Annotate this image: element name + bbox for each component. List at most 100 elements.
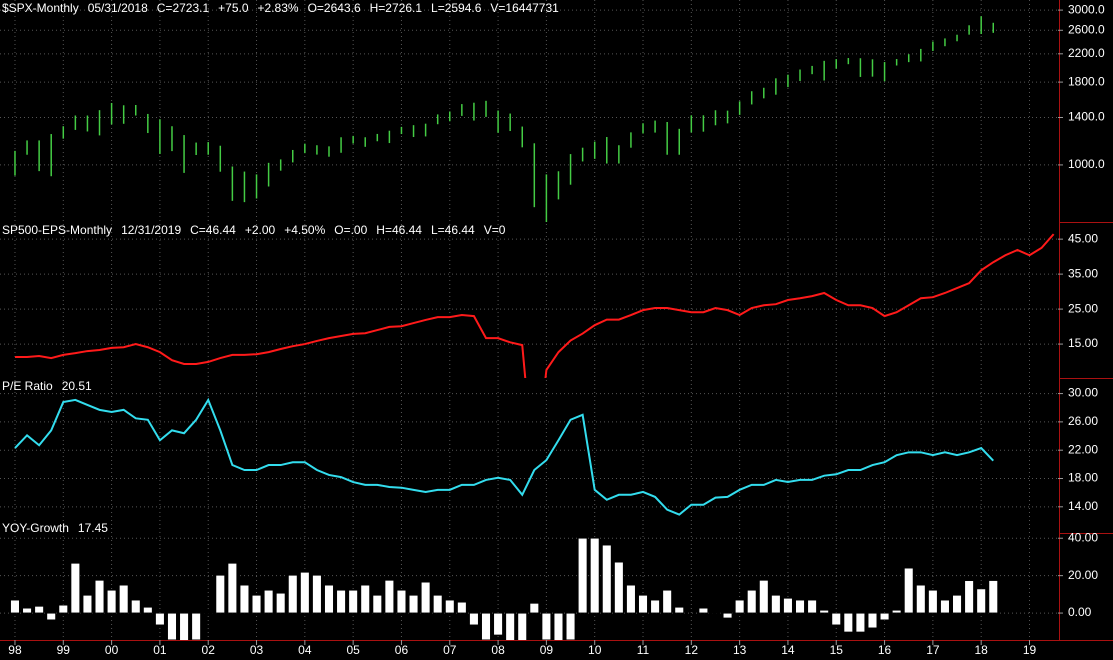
- bar: [867, 612, 878, 629]
- x-tick-label: 03: [250, 643, 264, 657]
- bar: [650, 599, 661, 614]
- bar: [964, 580, 975, 614]
- header-item: YOY-Growth: [2, 521, 69, 535]
- bar: [927, 589, 938, 614]
- header-item: C=2723.1: [157, 1, 210, 15]
- bar: [287, 574, 298, 614]
- x-tick-label: 18: [975, 643, 989, 657]
- bar: [770, 594, 781, 614]
- bar: [746, 589, 757, 614]
- bar: [58, 604, 69, 614]
- panel: [14, 233, 1055, 378]
- bar: [384, 579, 395, 614]
- bar: [251, 594, 262, 614]
- bar: [118, 584, 129, 614]
- bar: [722, 612, 733, 619]
- header-item: SP500-EPS-Monthly: [2, 223, 112, 237]
- header-item: O=.00: [334, 223, 367, 237]
- bar: [541, 612, 552, 640]
- header-item: 12/31/2019: [121, 223, 181, 237]
- bar: [782, 597, 793, 614]
- bar: [179, 612, 190, 640]
- bar: [952, 594, 963, 614]
- y-tick-label: 0.00: [1068, 605, 1092, 619]
- bar: [46, 612, 57, 621]
- bar: [915, 584, 926, 614]
- bar: [142, 606, 153, 614]
- bar: [94, 579, 105, 614]
- x-tick-label: 10: [588, 643, 602, 657]
- bar: [480, 612, 492, 640]
- bar: [203, 611, 214, 614]
- header-item: L=46.44: [431, 223, 475, 237]
- bar: [891, 609, 902, 614]
- x-tick-label: 05: [346, 643, 360, 657]
- bar: [758, 579, 769, 614]
- y-tick-label: 18.00: [1068, 471, 1098, 485]
- bar: [843, 612, 854, 633]
- bar: [601, 544, 612, 614]
- bar: [939, 599, 950, 614]
- bar: [396, 589, 407, 614]
- bar: [493, 612, 504, 636]
- header-item: 17.45: [78, 521, 108, 535]
- x-tick-label: 15: [830, 643, 844, 657]
- bar: [360, 584, 371, 614]
- bar: [734, 599, 745, 614]
- header-item: C=46.44: [190, 223, 236, 237]
- x-tick-label: 98: [8, 643, 22, 657]
- bar: [976, 588, 987, 614]
- header-item: +2.00: [245, 223, 276, 237]
- bar: [348, 589, 359, 614]
- bar: [215, 574, 226, 614]
- bar: [299, 571, 310, 614]
- y-tick-label: 25.00: [1068, 301, 1098, 315]
- bar: [529, 602, 540, 614]
- bar: [408, 594, 419, 614]
- bar: [34, 605, 45, 614]
- x-tick-label: 11: [637, 643, 650, 657]
- header-item: V=16447731: [490, 1, 559, 15]
- panel: [14, 397, 994, 516]
- y-tick-label: 22.00: [1068, 442, 1098, 456]
- bar: [613, 561, 624, 614]
- bar: [794, 599, 806, 614]
- header-item: 20.51: [62, 379, 92, 393]
- x-tick-label: 12: [685, 643, 699, 657]
- bar: [674, 606, 685, 614]
- bar: [589, 537, 600, 614]
- panel: [14, 16, 995, 222]
- y-tick-label: 35.00: [1068, 266, 1098, 280]
- y-tick-label: 14.00: [1068, 499, 1098, 513]
- bar: [698, 607, 709, 614]
- bar: [239, 584, 250, 614]
- x-tick-label: 08: [491, 643, 505, 657]
- bar: [517, 612, 528, 640]
- header-item: 05/31/2018: [88, 1, 148, 15]
- header-item: $SPX-Monthly: [2, 1, 79, 15]
- bar: [323, 584, 335, 614]
- y-tick-label: 40.00: [1068, 530, 1098, 544]
- header-item: +4.50%: [284, 223, 325, 237]
- bar: [662, 589, 673, 614]
- y-tick-label: 30.00: [1068, 386, 1098, 400]
- x-tick-label: 99: [57, 643, 71, 657]
- y-tick-label: 3000.0: [1068, 2, 1105, 16]
- x-tick-label: 00: [105, 643, 119, 657]
- bar: [903, 567, 914, 614]
- y-tick-label: 20.00: [1068, 568, 1098, 582]
- bar: [637, 594, 649, 614]
- bar: [336, 589, 347, 614]
- y-tick-label: 1400.0: [1068, 110, 1105, 124]
- bar: [154, 612, 165, 626]
- bar: [420, 581, 431, 614]
- header-item: O=2643.6: [308, 1, 361, 15]
- x-tick-label: 07: [443, 643, 457, 657]
- header-item: H=2726.1: [370, 1, 423, 15]
- bar: [444, 599, 455, 614]
- bar: [456, 601, 467, 614]
- bar: [625, 584, 636, 614]
- bar: [70, 562, 81, 614]
